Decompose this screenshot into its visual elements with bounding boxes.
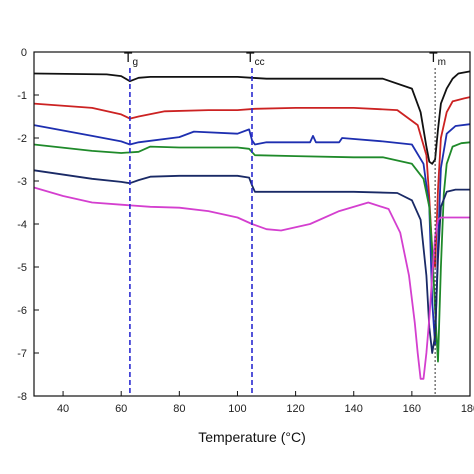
x-tick-label: 140 [345,403,363,415]
series-line [33,70,471,165]
x-tick-label: 60 [115,403,127,415]
x-tick-label: 100 [228,403,246,415]
x-tick-label: 80 [173,403,185,415]
annotation-label: Tcc [246,49,265,68]
annotation-label: Tm [429,49,446,68]
plot-frame [33,51,471,397]
series-line [33,186,470,380]
plot-area [33,70,471,380]
x-tick-label: 40 [57,403,69,415]
x-axis-title: Temperature (°C) [198,429,306,445]
series-line [33,141,471,363]
x-tick-label: 120 [286,403,304,415]
annotation-label: Tg [124,49,138,68]
y-tick-label: -6 [17,305,27,317]
x-tick-label: 180 [461,403,474,415]
y-tick-label: -7 [17,348,27,360]
y-tick-label: -5 [17,262,27,274]
y-tick-label: -2 [17,133,27,145]
y-tick-label: -4 [17,219,27,231]
y-tick-label: -8 [17,391,27,403]
y-tick-label: -3 [17,176,27,188]
axis-ticks: 40 60 80 100 120 140 160 180 0 -1 -2 -3 -4 -5 -6 -7 -8 [17,47,474,415]
y-tick-label: 0 [21,47,27,59]
annotations: Tg Tcc Tm [124,49,446,396]
series-line [33,96,471,268]
y-tick-label: -1 [17,90,27,102]
series-line [33,169,470,354]
x-tick-label: 160 [403,403,421,415]
